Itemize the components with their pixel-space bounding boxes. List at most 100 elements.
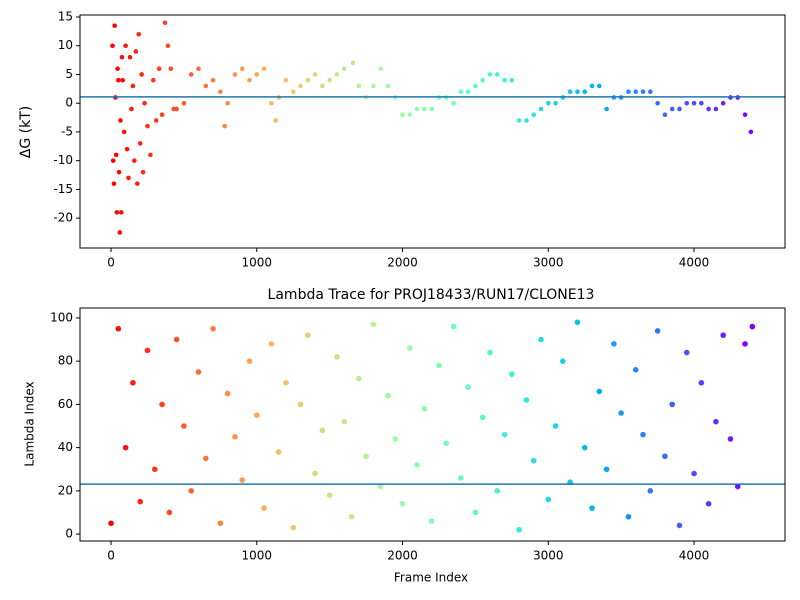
point [188,488,195,494]
point [126,175,131,181]
point [203,83,209,89]
point [633,89,639,95]
y-tick-label: 100 [50,310,73,324]
point [246,358,253,364]
y-tick-label: 15 [58,10,73,24]
y-tick-label: 0 [65,527,73,541]
point [350,60,356,66]
point [162,20,168,26]
point [691,470,697,477]
point [530,457,537,464]
point [713,418,719,425]
point [458,475,464,481]
point [603,466,610,473]
point [516,526,522,533]
point [501,431,508,438]
x-tick-label: 3000 [533,549,564,563]
point [363,453,369,460]
point [239,66,245,72]
point [166,509,173,516]
point [655,100,660,106]
point [414,462,420,468]
point [110,43,115,49]
point [137,141,143,146]
point [524,118,529,123]
point [523,397,530,403]
point [224,390,231,397]
point [648,89,653,95]
point [399,501,406,507]
point [298,83,303,89]
point [720,332,727,339]
point [140,169,146,175]
point [560,358,566,364]
point [327,77,332,83]
point [632,367,639,373]
point [139,72,144,77]
point [275,449,282,455]
point [706,106,711,112]
point [713,106,719,112]
point [326,492,333,498]
point [283,77,289,83]
point [116,77,121,83]
point [305,77,311,83]
point [273,118,279,123]
point [385,392,391,399]
point [640,89,646,95]
point [151,466,158,473]
point [217,520,224,527]
point [487,349,493,356]
point [472,509,479,516]
point [196,66,201,72]
point [371,83,376,89]
point [210,325,216,332]
point [604,106,609,112]
point [581,444,588,451]
point [129,106,134,112]
plot-frame [79,307,786,542]
point [130,379,136,386]
point [320,83,325,89]
point [494,72,500,77]
point [676,522,683,529]
point [118,118,123,123]
point [531,112,537,117]
point [283,379,289,386]
x-tick-label: 2000 [387,549,418,563]
point [378,66,383,72]
x-tick-label: 1000 [242,549,273,563]
y-tick-label: 60 [58,397,73,411]
point [684,100,690,106]
point [297,401,304,408]
point [625,513,632,520]
point [151,77,156,83]
point [538,336,544,343]
y-tick-label: 20 [58,483,73,497]
point [720,100,726,106]
point [132,158,137,163]
point [137,498,143,505]
point [748,129,754,135]
y-axis-label: ΔG (kT) [18,106,34,158]
point [124,146,130,152]
point [465,384,471,390]
point [120,77,126,83]
y-tick-label: 0 [65,96,73,110]
point [232,434,238,440]
point [173,336,180,343]
y-tick-label: -20 [53,211,73,225]
point [268,341,275,347]
y-tick-label: 80 [58,354,73,368]
point [110,158,116,163]
point [742,341,748,347]
point [159,401,165,408]
y-axis-label: Lambda Index [23,381,37,466]
point [121,129,127,135]
point [232,72,238,77]
point [319,427,326,434]
point [509,371,515,377]
point [429,106,434,112]
point [749,323,756,330]
